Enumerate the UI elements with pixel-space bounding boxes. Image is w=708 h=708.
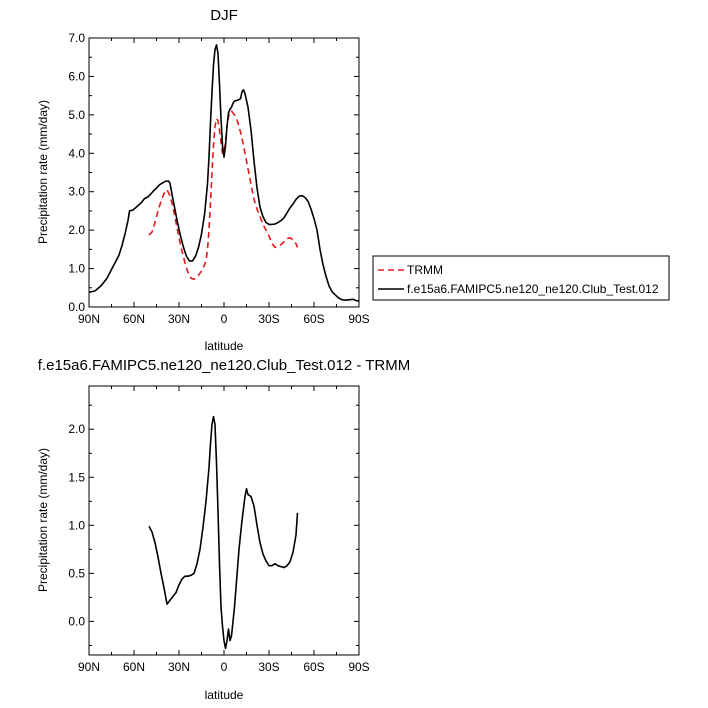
chart-bottom-y-tick-label: 2.0 [68,422,85,436]
chart-top-y-tick-label: 7.0 [68,31,85,45]
chart-bottom-y-tick-label: 0.0 [68,614,85,628]
chart-top-y-tick-label: 1.0 [68,262,85,276]
chart-top-y-tick-label: 5.0 [68,108,85,122]
legend: TRMM f.e15a6.FAMIPC5.ne120_ne120.Club_Te… [372,255,670,301]
chart-top-y-tick-label: 4.0 [68,146,85,160]
chart-bottom-x-tick-label: 90S [348,660,369,674]
chart-top-y-tick-label: 3.0 [68,185,85,199]
chart-bottom-series [148,415,299,650]
chart-bottom-x-tick-label: 30S [258,660,279,674]
chart-top-series-line-0 [148,110,299,281]
chart-bottom-y-axis-label: Precipitation rate (mm/day) [36,448,50,592]
chart-top-x-axis-label: latitude [205,339,244,353]
chart-bottom-x-tick-label: 60N [123,660,145,674]
chart-bottom-x-tick-label: 30N [168,660,190,674]
chart-bottom-y-tick-label: 1.0 [68,518,85,532]
chart-top-y-tick-label: 6.0 [68,69,85,83]
chart-bottom-x-tick-label: 60S [303,660,324,674]
chart-top-plot-frame [88,37,360,308]
chart-top-series [88,44,360,302]
legend-box [372,255,670,301]
legend-label-model: f.e15a6.FAMIPC5.ne120_ne120.Club_Test.01… [407,282,659,296]
chart-top-x-tick-label: 90N [78,312,100,326]
chart-bottom-title: f.e15a6.FAMIPC5.ne120_ne120.Club_Test.01… [38,357,410,374]
chart-bottom-y-tick-label: 1.5 [68,470,85,484]
chart-top-x-tick-label: 0 [221,312,228,326]
chart-top-y-tick-label: 0.0 [68,300,85,314]
chart-bottom-x-tick-label: 90N [78,660,100,674]
chart-bottom-x-axis-label: latitude [205,688,244,702]
legend-label-trmm: TRMM [407,263,443,277]
chart-top-x-tick-label: 90S [348,312,369,326]
chart-top-x-tick-label: 30N [168,312,190,326]
chart-top-y-axis-label: Precipitation rate (mm/day) [36,100,50,244]
chart-bottom-series-line-0 [148,415,299,650]
chart-bottom-x-tick-label: 0 [221,660,228,674]
chart-bottom: f.e15a6.FAMIPC5.ne120_ne120.Club_Test.01… [36,357,410,702]
chart-top-x-tick-label: 30S [258,312,279,326]
chart-top-x-tick-label: 60S [303,312,324,326]
chart-top-y-tick-label: 2.0 [68,223,85,237]
chart-bottom-plot-frame [88,385,360,656]
chart-bottom-ticks: 90N 60N 30N 0 30S 60S 90S 0.0 0.5 1.0 1.5 2.0 [68,386,370,674]
chart-bottom-y-tick-label: 0.5 [68,566,85,580]
chart-top-ticks: 90N 60N 30N 0 30S 60S 90S 0.0 1.0 2.0 3.0 4.0 5.0 6.0… [68,31,369,326]
chart-top: DJF 90N 60N 30N 0 30S 60S 90S 0.0 1.0 2.0 3.0 4.0 5.… [36,7,370,353]
chart-top-series-line-1 [88,44,360,302]
chart-top-x-tick-label: 60N [123,312,145,326]
chart-top-title: DJF [210,7,238,24]
